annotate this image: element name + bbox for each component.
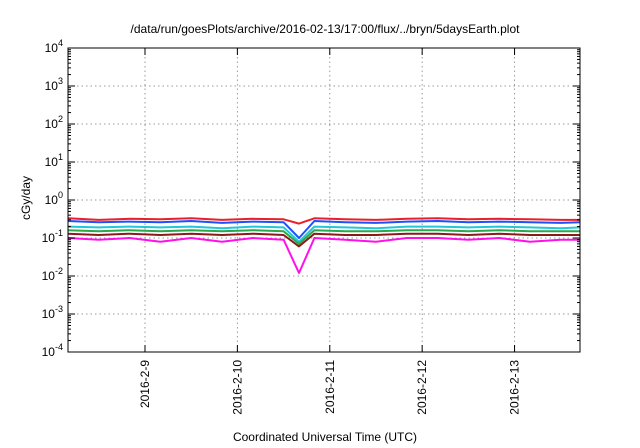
y-tick-label-exponent: 1 — [58, 152, 63, 162]
x-tick-label: 2016-2-13 — [508, 360, 522, 415]
series-line — [67, 232, 580, 248]
series-line — [67, 225, 581, 243]
x-tick-label: 2016-2-9 — [138, 360, 152, 408]
y-tick-label: 10-2 — [42, 266, 63, 283]
series-line — [67, 229, 580, 245]
y-tick-label-exponent: 2 — [58, 114, 63, 124]
y-tick-label-base: 10 — [45, 193, 59, 207]
y-tick-label-exponent: 3 — [58, 76, 63, 86]
y-tick-label: 10-1 — [42, 228, 63, 245]
y-tick-label: 10-3 — [42, 304, 63, 321]
grid-lines — [68, 48, 580, 352]
x-tick-label: 2016-2-12 — [415, 360, 429, 415]
y-tick-label-exponent: -4 — [55, 342, 63, 352]
y-tick-label-exponent: -1 — [55, 228, 63, 238]
y-tick-label-exponent: -3 — [55, 304, 63, 314]
y-tick-label: 104 — [45, 38, 63, 55]
x-tick-label: 2016-2-10 — [230, 360, 244, 415]
y-axis-label-wrap: cGy/day — [19, 176, 33, 220]
series-lines — [67, 217, 581, 274]
series-line — [67, 237, 580, 274]
y-tick-label: 10-4 — [42, 342, 63, 359]
y-tick-label-exponent: 4 — [58, 38, 63, 48]
y-tick-label-base: 10 — [42, 231, 56, 245]
y-tick-label-base: 10 — [42, 269, 56, 283]
y-axis-label: cGy/day — [19, 176, 33, 220]
y-tick-label: 103 — [45, 76, 63, 93]
y-tick-label-base: 10 — [45, 117, 59, 131]
y-tick-label-base: 10 — [45, 155, 59, 169]
series-line — [67, 220, 581, 239]
chart-title: /data/run/goesPlots/archive/2016-02-13/1… — [131, 22, 521, 36]
y-tick-label-base: 10 — [42, 307, 56, 321]
y-tick-label: 102 — [45, 114, 63, 131]
y-tick-label: 100 — [45, 190, 63, 207]
series-line — [67, 217, 580, 225]
y-tick-label: 101 — [45, 152, 63, 169]
y-tick-label-exponent: 0 — [58, 190, 63, 200]
x-axis-label: Coordinated Universal Time (UTC) — [233, 430, 417, 444]
y-tick-label-base: 10 — [42, 345, 56, 359]
y-tick-label-base: 10 — [45, 41, 59, 55]
x-tick-label: 2016-2-11 — [323, 360, 337, 414]
y-tick-label-exponent: -2 — [55, 266, 63, 276]
y-tick-label-base: 10 — [45, 79, 59, 93]
